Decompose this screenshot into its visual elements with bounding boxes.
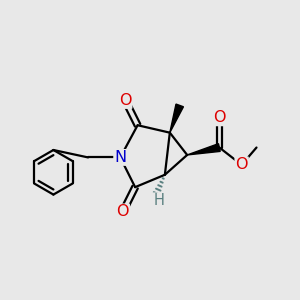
Text: O: O (119, 93, 131, 108)
Text: N: N (114, 150, 126, 165)
Text: O: O (236, 158, 248, 172)
Text: O: O (213, 110, 226, 125)
Text: O: O (116, 204, 129, 219)
Polygon shape (170, 104, 183, 133)
Polygon shape (187, 144, 220, 155)
Text: H: H (153, 193, 164, 208)
